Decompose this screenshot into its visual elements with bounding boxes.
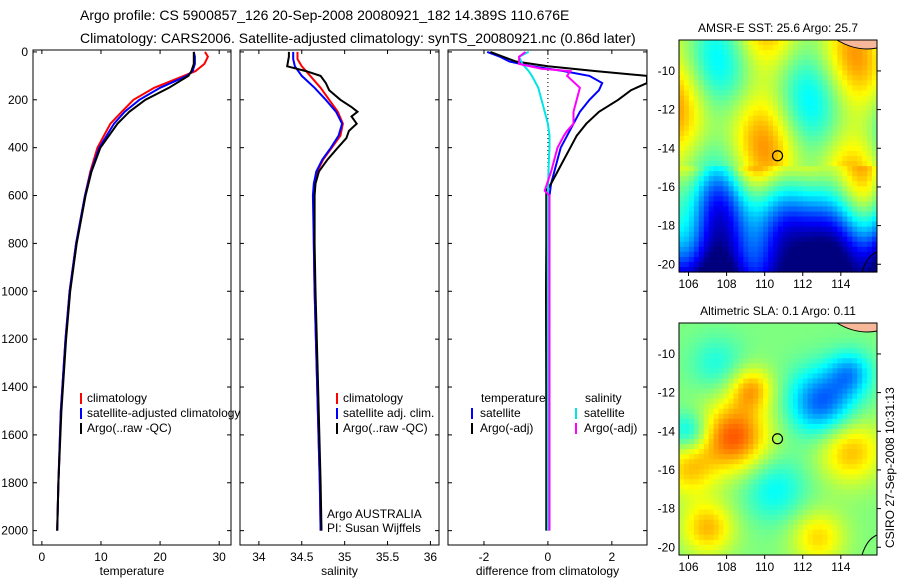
y-tick-label: 2000 [1, 524, 28, 538]
title-line-1: Argo profile: CS 5900857_126 20-Sep-2008… [80, 7, 569, 23]
y-tick-label: 600 [8, 189, 28, 203]
coastline [861, 534, 878, 556]
y-tick-label: -16 [658, 180, 676, 194]
legend-entry: climatology [87, 391, 147, 405]
x-tick-label: 112 [793, 277, 812, 291]
argo-position-marker [771, 150, 784, 162]
annotation-text: PI: Susan Wijffels [327, 521, 421, 535]
x-tick-label: 36 [424, 550, 438, 564]
series-line-salinity-argo-adj- [518, 51, 582, 531]
x-tick-label: 110 [755, 277, 774, 291]
x-tick-label: 30 [212, 550, 226, 564]
x-tick-label: 34 [252, 550, 266, 564]
legend-entry: Argo(-adj) [584, 421, 637, 435]
legend-entry: Argo(..raw -QC) [343, 421, 428, 435]
annotation-text: Argo AUSTRALIA [327, 507, 422, 521]
argo-position-marker [771, 433, 784, 445]
title-line-2: Climatology: CARS2006. Satellite-adjuste… [80, 30, 636, 46]
x-axis-label: temperature [100, 564, 165, 578]
x-tick-label: 106 [679, 277, 699, 291]
x-axis-label: difference from climatology [476, 564, 619, 578]
y-tick-label: -10 [658, 64, 676, 78]
x-tick-label: 114 [831, 277, 850, 291]
legend-entry: Argo(-adj) [480, 421, 533, 435]
y-tick-label: 0 [21, 45, 28, 59]
legend-entry: Argo(..raw -QC) [87, 421, 172, 435]
y-tick-label: 1400 [1, 380, 28, 394]
y-tick-label: -12 [658, 386, 676, 400]
map-field [679, 40, 878, 273]
coastline [861, 251, 878, 273]
series-line-argo-raw-qc- [56, 51, 195, 531]
y-tick-label: -20 [658, 257, 676, 271]
map-box [678, 39, 878, 273]
footer-stamp: CSIRO 27-Sep-2008 10:31:13 [883, 387, 897, 548]
legend-entry: satellite-adjusted climatology [87, 406, 240, 420]
y-tick-label: 200 [8, 93, 28, 107]
y-tick-label: -10 [658, 347, 676, 361]
y-tick-label: 1000 [1, 284, 28, 298]
x-tick-label: 112 [793, 560, 812, 574]
map-title: Altimetric SLA: 0.1 Argo: 0.11 [700, 304, 856, 318]
x-tick-label: 106 [679, 560, 699, 574]
salinity-panel: 34 34.5 35 35.5 36 salinity climatologysatelli… [239, 49, 440, 578]
y-tick-label: -18 [658, 502, 676, 516]
x-tick-label: 34.5 [290, 550, 314, 564]
y-tick-label: 400 [8, 141, 28, 155]
legend-entry: satellite [584, 406, 625, 420]
series-line-salinity-satellite [517, 51, 551, 531]
y-tick-label: -14 [658, 424, 676, 438]
x-tick-label: 10 [94, 550, 108, 564]
x-tick-label: 0 [545, 550, 552, 564]
map-title: AMSR-E SST: 25.6 Argo: 25.7 [698, 21, 858, 35]
y-tick-label: -16 [658, 463, 676, 477]
x-tick-label: 35.5 [376, 550, 400, 564]
y-tick-label: 800 [8, 236, 28, 250]
x-tick-label: 108 [717, 277, 737, 291]
series-line-argo-raw-qc- [286, 51, 360, 531]
x-tick-label: 35 [338, 550, 352, 564]
y-tick-label: -14 [658, 141, 676, 155]
legend-header: salinity [585, 391, 622, 405]
x-tick-label: 2 [608, 550, 615, 564]
y-tick-label: 1200 [1, 332, 28, 346]
sla-map-panel: Altimetric SLA: 0.1 Argo: 0.11 106 108 110 1… [658, 304, 881, 574]
x-tick-label: 108 [717, 560, 737, 574]
x-tick-label: 0 [39, 550, 46, 564]
axes-box [239, 49, 440, 546]
axes-box [32, 49, 232, 546]
x-tick-label: 20 [153, 550, 167, 564]
map-box [678, 322, 878, 556]
x-tick-label: -2 [479, 550, 490, 564]
y-tick-label: 1600 [1, 428, 28, 442]
map-field [679, 323, 878, 556]
series-line-temperature-argo-adj- [490, 50, 647, 531]
y-tick-label: -20 [658, 540, 676, 554]
y-tick-label: -18 [658, 219, 676, 233]
y-tick-label: -12 [658, 103, 676, 117]
y-tick-label: 1800 [1, 476, 28, 490]
legend-entry: climatology [343, 391, 403, 405]
sst-map-panel: AMSR-E SST: 25.6 Argo: 25.7 106 108 110 112 1… [658, 21, 881, 291]
temperature-panel: 0 10 20 30 0 200 400 600 800 1000 1200 1400 1600 1800… [1, 45, 240, 578]
x-axis-label: salinity [321, 564, 358, 578]
x-tick-label: 110 [755, 560, 774, 574]
legend-header: temperature [481, 391, 546, 405]
x-tick-label: 114 [831, 560, 850, 574]
legend-entry: satellite [480, 406, 521, 420]
legend-entry: satellite adj. clim. [343, 406, 434, 420]
